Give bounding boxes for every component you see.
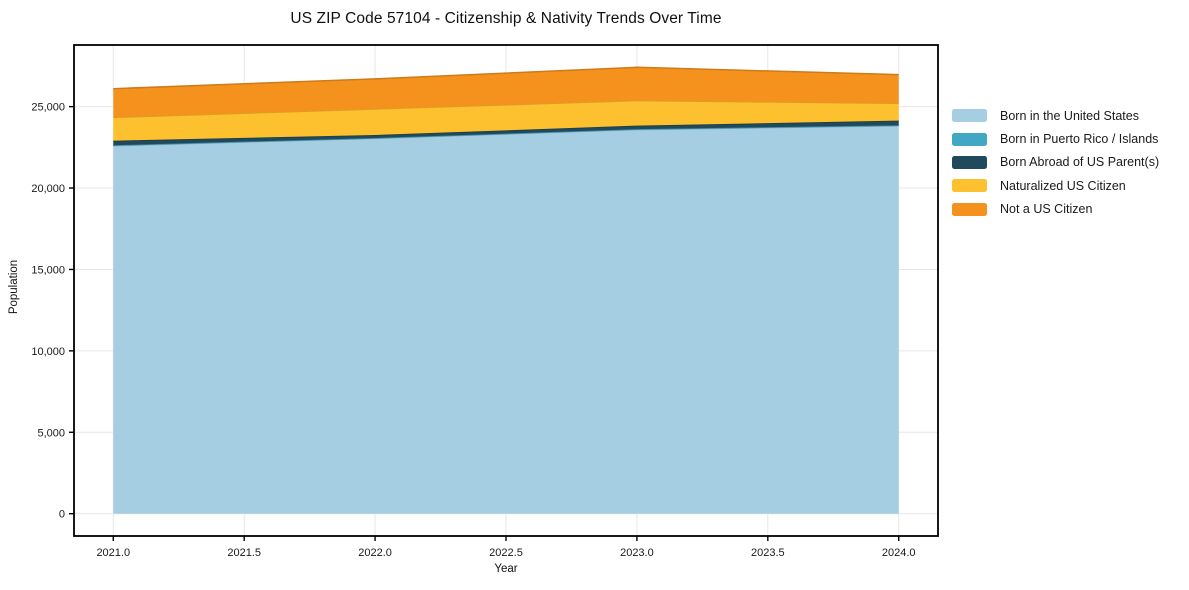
y-tick-label: 25,000 xyxy=(31,102,65,114)
legend-label: Born in Puerto Rico / Islands xyxy=(1000,132,1159,147)
y-tick-label: 0 xyxy=(59,509,65,521)
edge-born-abroad-of-us-parent-s xyxy=(113,119,899,142)
area-not-a-us-citizen xyxy=(113,67,899,118)
legend-item: Naturalized US Citizen xyxy=(952,174,1159,197)
x-tick-label: 2024.0 xyxy=(882,547,916,559)
area-naturalized-us-citizen xyxy=(113,100,899,141)
x-tick-label: 2021.0 xyxy=(96,547,130,559)
area-born-abroad-of-us-parent-s xyxy=(113,120,899,146)
x-tick-label: 2021.5 xyxy=(227,547,261,559)
axis-ticks: 2021.0 2021.5 2022.0 2022.5 2023.0 2023.5 2024… xyxy=(31,102,915,559)
y-tick-label: 15,000 xyxy=(31,264,65,276)
x-tick-label: 2023.0 xyxy=(620,547,654,559)
legend-item: Born in Puerto Rico / Islands xyxy=(952,127,1159,150)
legend-item: Born in the United States xyxy=(952,104,1159,127)
x-tick-label: 2023.5 xyxy=(751,547,785,559)
legend: Born in the United States Born in Puerto … xyxy=(952,104,1159,221)
y-tick-label: 10,000 xyxy=(31,346,65,358)
y-tick-label: 20,000 xyxy=(31,183,65,195)
legend-swatch xyxy=(952,155,987,169)
area-born-in-the-united-states xyxy=(113,125,899,514)
legend-swatch xyxy=(952,109,987,123)
stacked-areas xyxy=(113,66,899,514)
legend-swatch xyxy=(952,132,987,146)
legend-label: Born Abroad of US Parent(s) xyxy=(1000,155,1160,170)
legend-swatch xyxy=(952,179,987,193)
chart-title: US ZIP Code 57104 - Citizenship & Nativi… xyxy=(290,10,722,27)
legend-swatch xyxy=(952,202,987,216)
edge-not-a-us-citizen xyxy=(113,66,899,90)
y-axis-label: Population xyxy=(8,259,20,315)
x-axis-label: Year xyxy=(494,563,518,575)
legend-label: Naturalized US Citizen xyxy=(1000,178,1126,193)
legend-label: Not a US Citizen xyxy=(1000,202,1093,217)
legend-label: Born in the United States xyxy=(1000,108,1139,123)
y-tick-label: 5,000 xyxy=(37,427,65,439)
legend-item: Not a US Citizen xyxy=(952,198,1159,221)
x-tick-label: 2022.0 xyxy=(358,547,392,559)
x-tick-label: 2022.5 xyxy=(489,547,523,559)
legend-item: Born Abroad of US Parent(s) xyxy=(952,151,1159,174)
